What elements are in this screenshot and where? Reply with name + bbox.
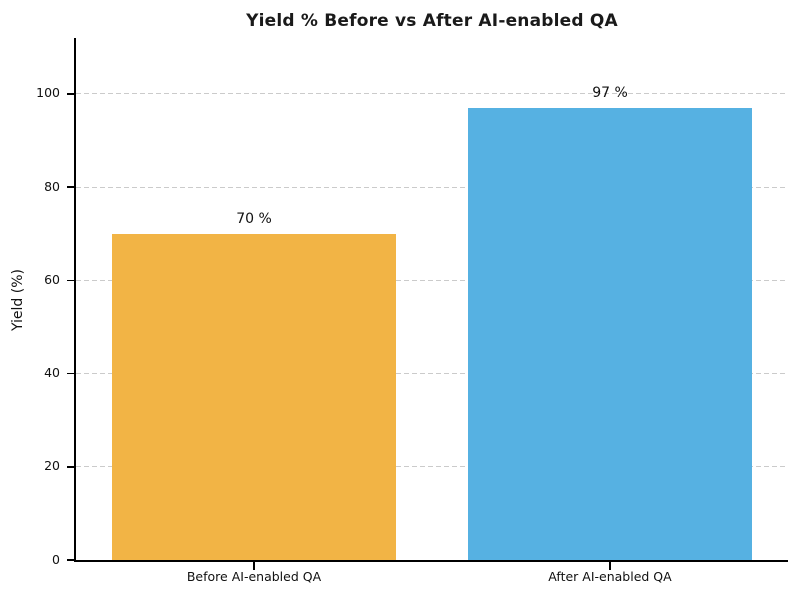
gridline-40	[76, 373, 788, 375]
y-tick-40	[67, 372, 75, 375]
x-tick-after-ai-enabled-qa	[609, 562, 611, 570]
bar-after-ai-enabled-qa	[467, 107, 753, 560]
y-tick-label-100: 100	[36, 85, 60, 101]
y-tick-80	[67, 186, 75, 188]
y-tick-100	[67, 93, 75, 95]
x-tick-label-before-ai-enabled-qa: Before AI-enabled QA	[186, 569, 322, 584]
bar-value-label-before-ai-enabled-qa: 70 %	[236, 210, 272, 227]
y-axis-label: Yield (%)	[10, 269, 26, 332]
y-tick-label-40: 40	[44, 365, 60, 381]
bar-before-ai-enabled-qa	[111, 233, 397, 560]
plot-area: 0 20 40 60 80 100 70 % Before AI-enabled QA 97 %…	[36, 38, 788, 584]
bar-value-label-after-ai-enabled-qa: 97 %	[592, 84, 628, 101]
y-tick-label-60: 60	[44, 271, 60, 287]
y-tick-label-80: 80	[44, 178, 60, 194]
gridline-20	[76, 466, 788, 468]
y-tick-20	[67, 466, 75, 468]
x-axis-spine	[74, 560, 788, 562]
x-tick-label-after-ai-enabled-qa: After AI-enabled QA	[548, 569, 672, 584]
y-tick-label-0: 0	[52, 551, 60, 567]
y-axis-spine	[74, 38, 76, 562]
gridline-60	[76, 279, 788, 281]
chart-title: Yield % Before vs After AI-enabled QA	[246, 11, 618, 31]
x-tick-before-ai-enabled-qa	[253, 562, 255, 570]
y-tick-60	[67, 279, 75, 282]
gridline-80	[76, 186, 788, 188]
y-tick-label-20: 20	[44, 458, 60, 474]
gridline-100	[76, 93, 788, 95]
y-tick-0	[67, 559, 75, 561]
